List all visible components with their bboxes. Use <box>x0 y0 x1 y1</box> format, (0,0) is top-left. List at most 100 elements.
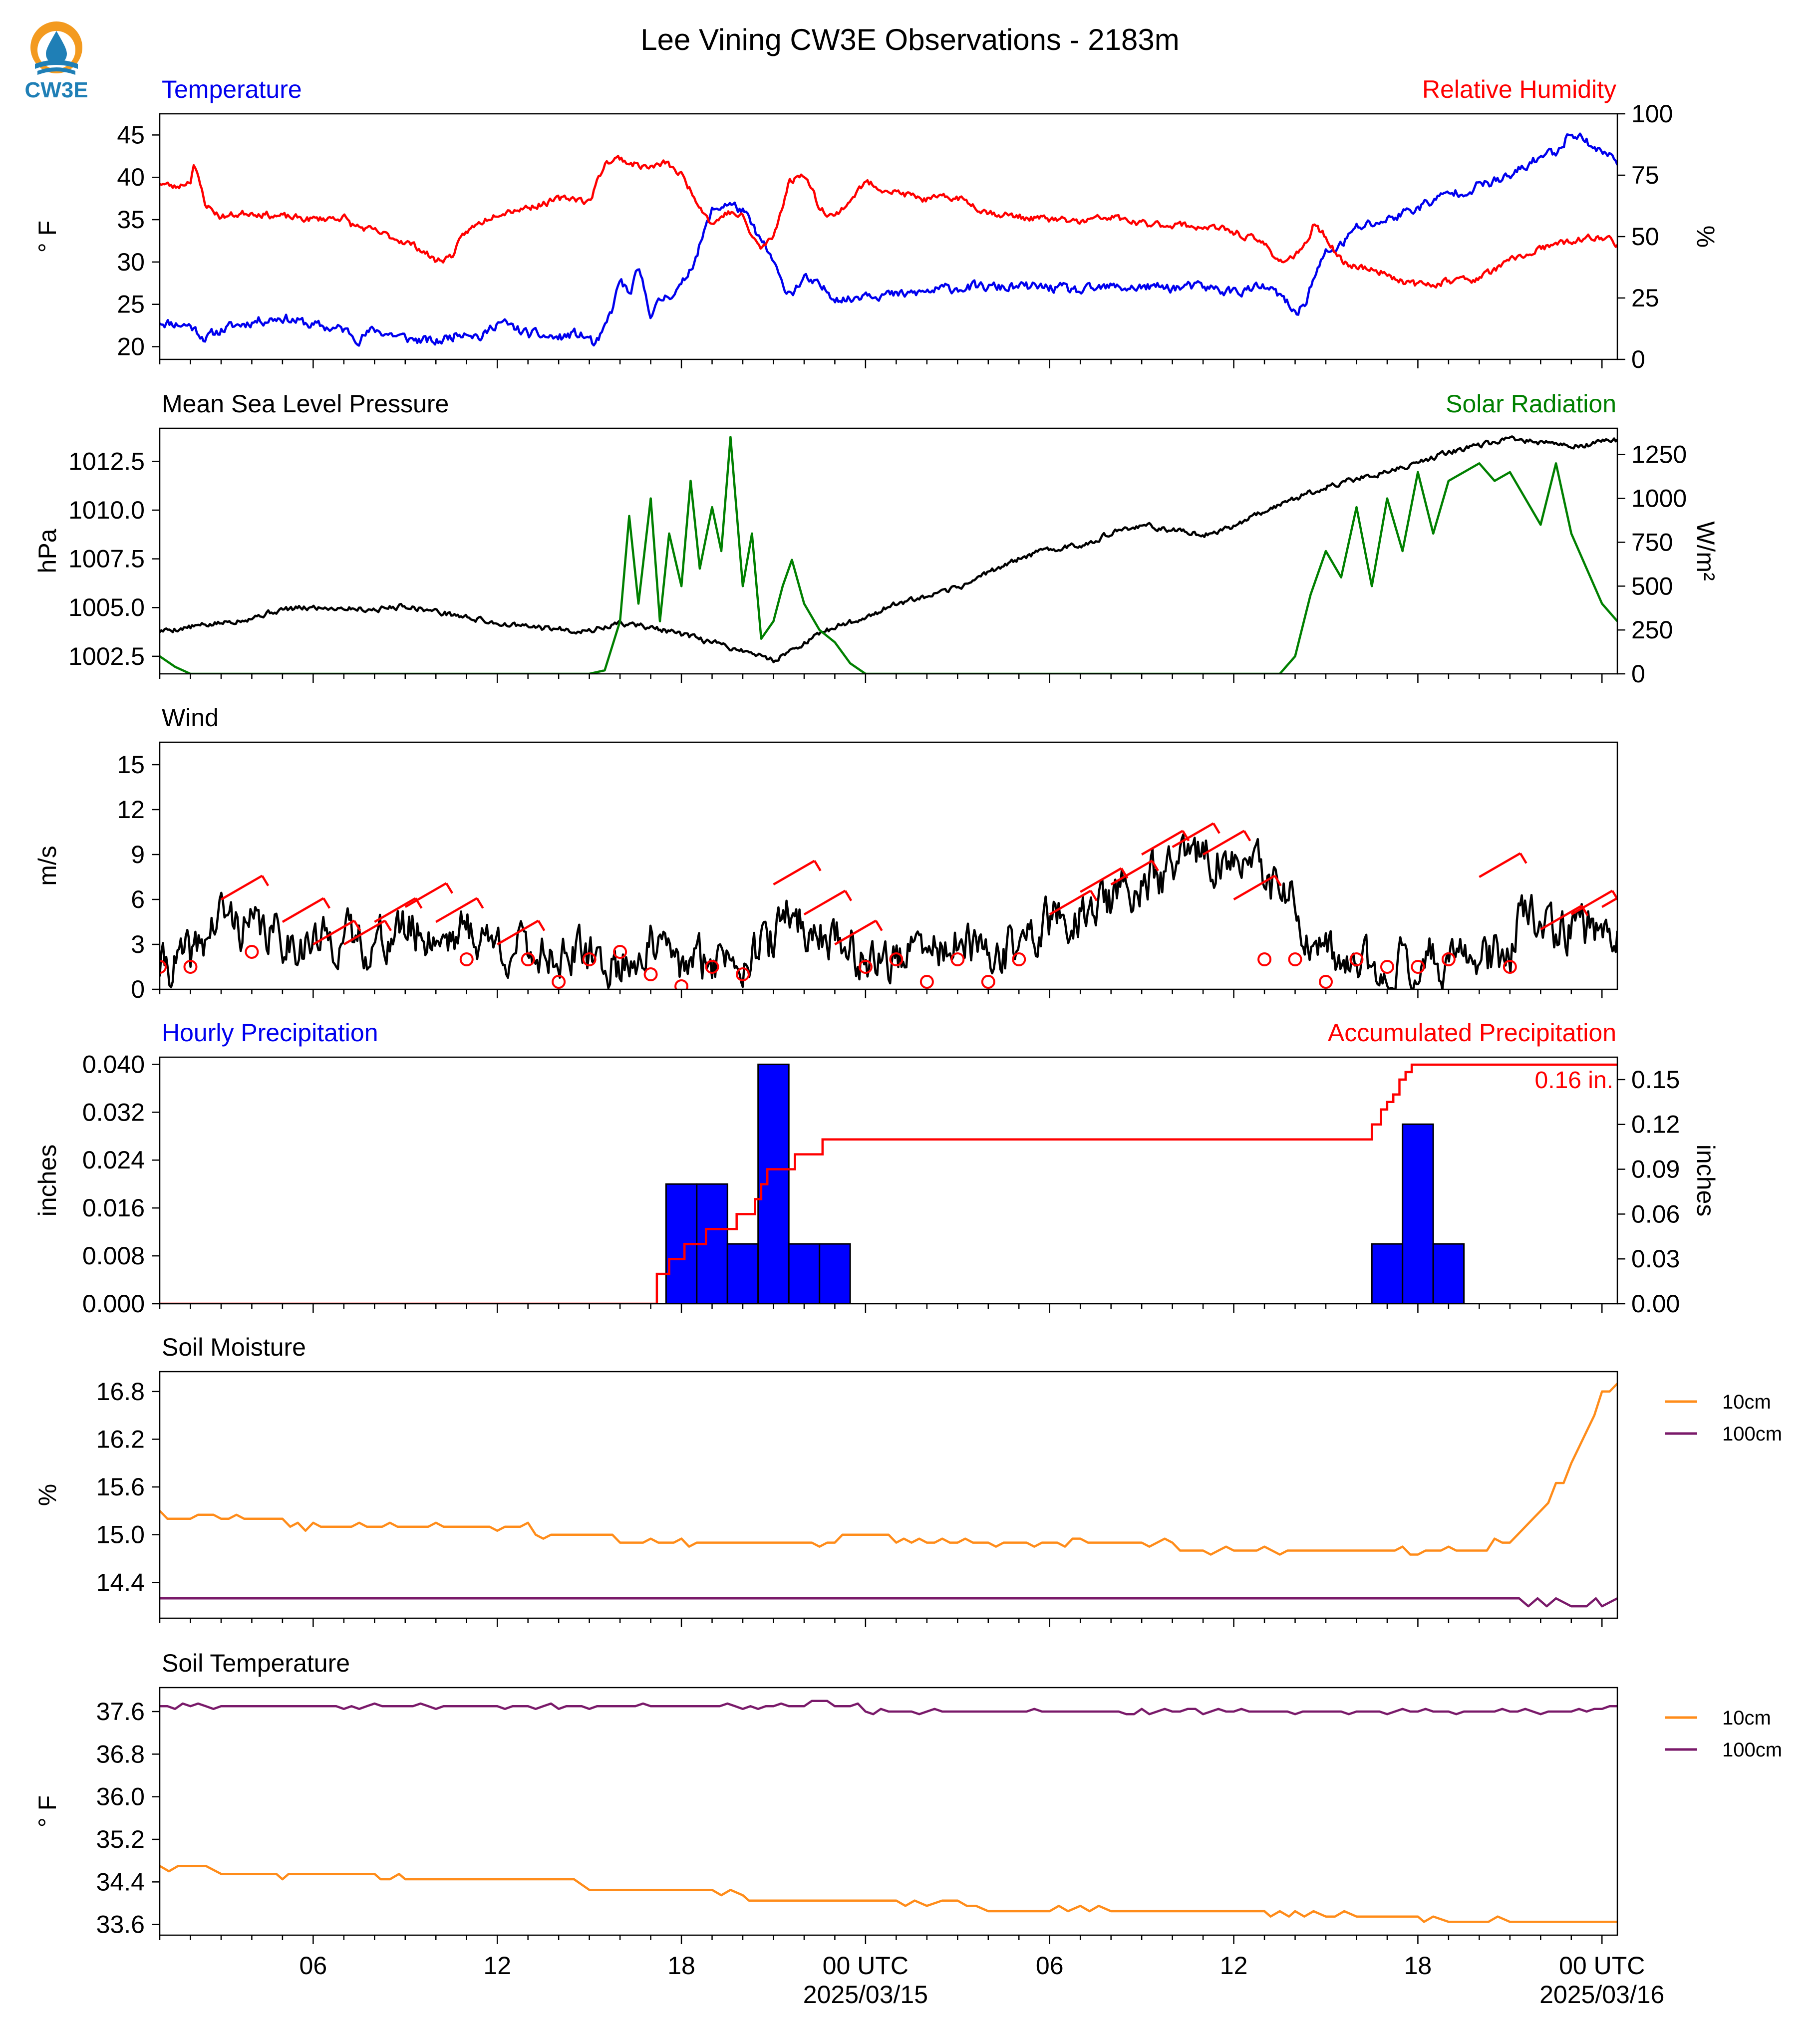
wind-barb <box>1012 952 1026 966</box>
precip-bar <box>726 1243 759 1304</box>
wind-barb <box>1233 874 1282 900</box>
wind-barb-feather <box>813 860 822 871</box>
y-tick-label: 36.0 <box>96 1783 145 1811</box>
wind-barb <box>773 860 822 885</box>
panel-left-title: Temperature <box>162 75 302 103</box>
water-drop-sun-logo-icon <box>30 21 82 75</box>
wind-barb <box>803 889 853 915</box>
y-tick-label: 40 <box>117 163 145 191</box>
logo-text: CW3E <box>24 78 88 102</box>
accumulated-precip-line <box>160 1063 1617 1304</box>
panels-container: Temperature Relative Humidity202530354045… <box>33 75 1782 2009</box>
wind-barb <box>183 960 198 974</box>
wind-barb-staff <box>803 889 846 915</box>
y2-axis-label: W/m² <box>1692 521 1720 580</box>
wind-barb <box>1049 889 1098 915</box>
y-tick-label: 16.8 <box>96 1378 145 1406</box>
wind-barb-feather <box>1273 875 1282 886</box>
y2-axis-label: % <box>1692 226 1720 248</box>
x-tick-sublabel: 2025/03/15 <box>803 1981 928 2009</box>
wind-barb-staff <box>773 860 815 885</box>
y-axis-label: hPa <box>33 529 61 573</box>
wind-barb-staff <box>834 919 877 945</box>
wind-barb <box>160 960 167 974</box>
wind-barb <box>1172 822 1220 848</box>
series-line-1 <box>160 435 1617 663</box>
panel-right-title: Relative Humidity <box>1422 75 1616 103</box>
wind-barb <box>582 952 597 966</box>
y2-tick-label: 750 <box>1631 528 1673 556</box>
y-tick-label: 35 <box>117 206 145 234</box>
y-tick-label: 15 <box>117 751 145 779</box>
x-tick-label: 06 <box>300 1952 327 1980</box>
y-tick-label: 6 <box>131 885 145 913</box>
wind-barb <box>919 975 934 989</box>
x-tick-label: 12 <box>483 1952 511 1980</box>
wind-barb-feather <box>1151 860 1159 871</box>
y-axis-label: ° F <box>33 221 61 253</box>
wind-barb <box>1380 960 1394 974</box>
y2-tick-label: 100 <box>1631 100 1673 128</box>
wind-barb <box>282 897 331 923</box>
wind-barb <box>950 952 965 966</box>
panel-1: Temperature Relative Humidity 20 25 30 35 40 45… <box>33 75 1720 373</box>
y-tick-label: 12 <box>117 796 145 824</box>
plot-frame <box>159 1687 1618 1936</box>
wind-barb <box>1479 852 1527 878</box>
y2-tick-label: 25 <box>1631 284 1659 312</box>
wind-barb-feather <box>261 875 270 886</box>
y2-tick-label: 0.06 <box>1631 1200 1680 1228</box>
panel-4: Hourly Precipitation Accumulated Precipit… <box>33 1019 1720 1318</box>
wind-barb-feather <box>1611 890 1617 901</box>
panel-left-title: Wind <box>162 704 219 732</box>
wind-barb-staff <box>1233 874 1275 900</box>
y2-tick-label: 0.03 <box>1631 1245 1680 1273</box>
series-line-2 <box>160 1597 1617 1608</box>
chart-title: Lee Vining CW3E Observations - 2183m <box>640 23 1179 56</box>
wind-barb <box>404 882 453 908</box>
wind-barb <box>497 919 546 945</box>
y-tick-label: 9 <box>131 841 145 869</box>
wind-barb-staff <box>343 919 386 945</box>
wind-barb-staff <box>1540 904 1582 930</box>
plot-area <box>160 1063 1617 1304</box>
y2-tick-label: 1250 <box>1631 441 1687 469</box>
wind-barb-staff <box>1110 860 1153 885</box>
wind-barb <box>1319 975 1333 989</box>
wind-barb <box>674 979 689 989</box>
precip-bar <box>1432 1243 1465 1304</box>
y-tick-label: 35.2 <box>96 1825 145 1853</box>
wind-barb-staff <box>282 897 324 923</box>
wind-barb <box>643 967 658 981</box>
panel-5: Soil Moisture 14.4 15.0 15.6 16.2 16.8% 10cm 10… <box>33 1333 1782 1627</box>
y-axis-label: m/s <box>33 846 61 886</box>
y2-tick-label: 50 <box>1631 223 1659 251</box>
plot-area <box>160 132 1617 347</box>
wind-barb-staff <box>374 897 416 923</box>
y-tick-label: 1010.0 <box>68 496 145 524</box>
wind-barb <box>1288 952 1302 966</box>
plot-area <box>160 435 1617 674</box>
wind-barb <box>552 975 566 989</box>
precip-bar <box>819 1243 851 1304</box>
precip-bar <box>1402 1123 1434 1304</box>
y-tick-label: 1005.0 <box>68 593 145 621</box>
y-tick-label: 33.6 <box>96 1911 145 1939</box>
y-tick-label: 45 <box>117 121 145 149</box>
x-tick-label: 18 <box>1404 1952 1432 1980</box>
wind-barb-feather <box>384 920 392 931</box>
y-axis-label: % <box>33 1484 61 1506</box>
wind-barb <box>1503 960 1517 974</box>
wind-barb <box>245 945 259 959</box>
y2-tick-label: 0.12 <box>1631 1111 1680 1139</box>
wind-barb <box>1202 830 1251 856</box>
panel-right-title: Accumulated Precipitation <box>1328 1019 1616 1047</box>
y-tick-label: 36.8 <box>96 1740 145 1768</box>
y-tick-label: 15.0 <box>96 1521 145 1549</box>
legend-label: 10cm <box>1722 1707 1771 1729</box>
y2-tick-label: 0.15 <box>1631 1066 1680 1094</box>
wind-barb <box>1441 952 1456 966</box>
wind-barb-staff <box>220 874 263 900</box>
x-tick-label: 06 <box>1036 1952 1064 1980</box>
